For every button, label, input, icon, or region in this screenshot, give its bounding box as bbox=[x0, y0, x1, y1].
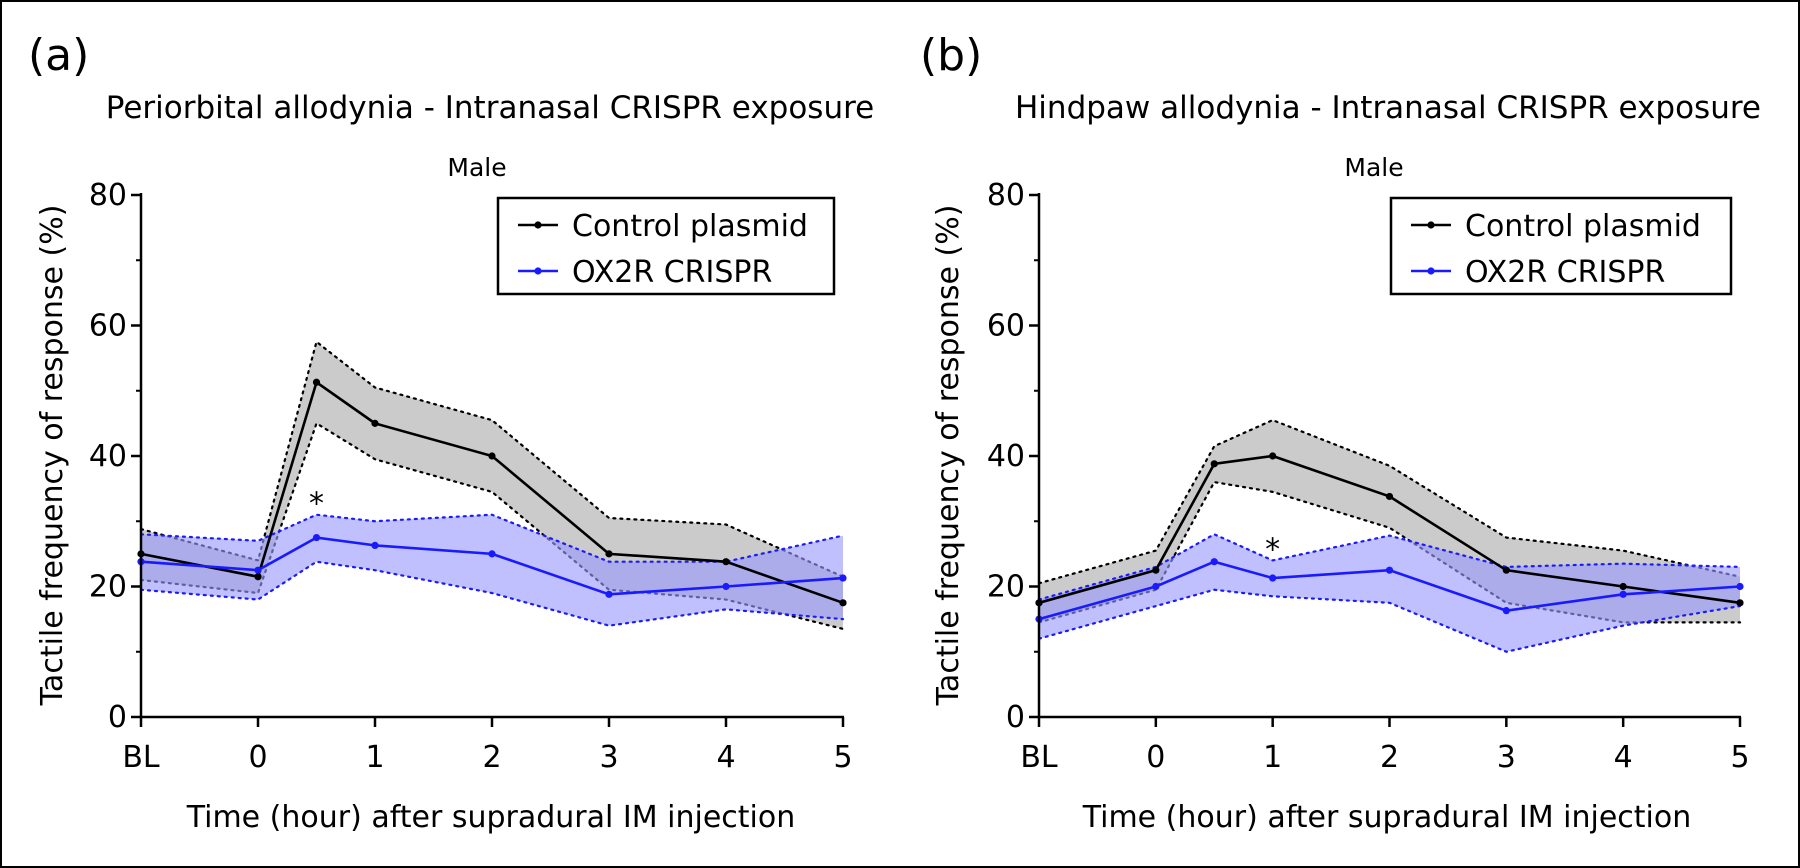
data-point-control-plasmid bbox=[722, 558, 730, 566]
panel-a-label: (a) bbox=[28, 30, 89, 81]
data-point-ox2r-crispr bbox=[1269, 574, 1277, 582]
x-tick-label: BL bbox=[1020, 740, 1058, 775]
data-point-ox2r-crispr bbox=[312, 533, 321, 542]
panel-a-annotations: * bbox=[309, 487, 324, 522]
legend-marker-ox2r-crispr bbox=[1427, 267, 1435, 275]
data-point-control-plasmid bbox=[839, 599, 847, 607]
data-point-control-plasmid bbox=[1269, 452, 1277, 460]
y-tick-label: 80 bbox=[987, 178, 1025, 213]
y-tick-label: 0 bbox=[108, 700, 127, 735]
y-tick-label: 0 bbox=[1006, 700, 1025, 735]
band-upper-control-plasmid bbox=[139, 339, 845, 578]
data-point-ox2r-crispr bbox=[839, 574, 847, 582]
significance-marker: * bbox=[309, 487, 324, 522]
data-point-control-plasmid bbox=[488, 452, 496, 460]
panel-a-subtitle: Male bbox=[447, 153, 506, 182]
legend-marker-control-plasmid bbox=[534, 221, 542, 229]
panel-a-y-axis-label: Tactile frequency of response (%) bbox=[35, 205, 70, 707]
panel-a: (a) Periorbital allodynia - Intranasal C… bbox=[28, 30, 874, 835]
y-tick-label: 80 bbox=[89, 178, 127, 213]
data-point-ox2r-crispr bbox=[722, 582, 730, 591]
legend-label-ox2r-crispr: OX2R CRISPR bbox=[1465, 255, 1665, 290]
panel-b-annotations: * bbox=[1265, 532, 1280, 567]
x-tick-label: 0 bbox=[1146, 740, 1165, 775]
series-line-control-plasmid bbox=[1038, 454, 1741, 605]
legend-label-control-plasmid: Control plasmid bbox=[1465, 209, 1701, 244]
x-tick-label: 1 bbox=[1263, 740, 1282, 775]
data-point-ox2r-crispr bbox=[1736, 582, 1744, 591]
y-tick-label: 20 bbox=[89, 570, 127, 605]
x-tick-label: 3 bbox=[599, 740, 618, 775]
x-tick-label: 5 bbox=[1730, 740, 1749, 775]
panel-b-axes: 0 20 40 60 80 BL 0 1 2 3 4 5 bbox=[987, 178, 1750, 775]
data-point-control-plasmid bbox=[371, 419, 379, 427]
data-point-ox2r-crispr bbox=[371, 541, 379, 549]
significance-marker: * bbox=[1265, 532, 1280, 567]
band-lower-ox2r-crispr bbox=[139, 560, 845, 627]
series-line-ox2r-crispr bbox=[1038, 560, 1741, 621]
y-tick-label: 20 bbox=[987, 570, 1025, 605]
data-point-ox2r-crispr bbox=[1210, 558, 1218, 566]
panel-b: (b) Hindpaw allodynia - Intranasal CRISP… bbox=[920, 30, 1761, 835]
x-tick-label: 0 bbox=[248, 740, 267, 775]
data-point-ox2r-crispr bbox=[254, 566, 262, 574]
data-point-control-plasmid bbox=[312, 378, 321, 386]
data-point-control-plasmid bbox=[1619, 582, 1627, 591]
data-point-control-plasmid bbox=[1210, 460, 1218, 468]
data-point-control-plasmid bbox=[1502, 566, 1510, 574]
data-point-ox2r-crispr bbox=[488, 550, 496, 558]
y-tick-label: 60 bbox=[987, 309, 1025, 344]
legend-label-control-plasmid: Control plasmid bbox=[572, 209, 808, 244]
panel-b-y-axis-label: Tactile frequency of response (%) bbox=[931, 205, 966, 707]
legend-marker-control-plasmid bbox=[1427, 221, 1435, 229]
y-tick-label: 60 bbox=[89, 309, 127, 344]
series-line-ox2r-crispr bbox=[140, 536, 844, 596]
panel-b-x-axis-label: Time (hour) after supradural IM injectio… bbox=[1082, 800, 1692, 835]
y-tick-label: 40 bbox=[987, 439, 1025, 474]
data-point-ox2r-crispr bbox=[1385, 566, 1394, 574]
series-line-control-plasmid bbox=[140, 380, 844, 605]
data-point-ox2r-crispr bbox=[1619, 590, 1627, 598]
legend-box bbox=[496, 196, 836, 296]
panel-b-lines bbox=[1035, 452, 1744, 623]
x-tick-label: 3 bbox=[1497, 740, 1516, 775]
data-point-ox2r-crispr bbox=[1152, 582, 1160, 591]
band-upper-control-plasmid bbox=[1037, 418, 1742, 585]
band-upper-ox2r-crispr bbox=[1037, 533, 1742, 601]
x-tick-label: 5 bbox=[833, 740, 852, 775]
x-tick-label: 1 bbox=[365, 740, 384, 775]
data-point-control-plasmid bbox=[1385, 492, 1394, 501]
data-point-ox2r-crispr bbox=[605, 590, 613, 598]
panel-a-title: Periorbital allodynia - Intranasal CRISP… bbox=[106, 90, 875, 126]
legend-marker-ox2r-crispr bbox=[534, 267, 542, 275]
panel-b-label: (b) bbox=[920, 30, 982, 81]
x-tick-label: 2 bbox=[1380, 740, 1399, 775]
x-tick-label: 4 bbox=[716, 740, 735, 775]
band-ox2r-crispr bbox=[141, 514, 843, 626]
data-point-control-plasmid bbox=[1736, 599, 1744, 607]
y-tick-label: 40 bbox=[89, 439, 127, 474]
x-tick-label: 4 bbox=[1614, 740, 1633, 775]
panel-a-lines bbox=[137, 378, 847, 607]
panel-a-x-axis-label: Time (hour) after supradural IM injectio… bbox=[186, 800, 796, 835]
x-tick-label: 2 bbox=[482, 740, 501, 775]
band-upper-ox2r-crispr bbox=[139, 513, 845, 563]
panel-b-subtitle: Male bbox=[1344, 153, 1403, 182]
panel-b-legend: Control plasmid OX2R CRISPR bbox=[1389, 196, 1733, 296]
x-tick-label: BL bbox=[122, 740, 160, 775]
data-point-ox2r-crispr bbox=[1502, 607, 1510, 615]
data-point-control-plasmid bbox=[254, 573, 262, 581]
data-point-control-plasmid bbox=[605, 550, 613, 558]
panel-a-legend: Control plasmid OX2R CRISPR bbox=[496, 196, 836, 296]
legend-box bbox=[1389, 196, 1733, 296]
panel-b-title: Hindpaw allodynia - Intranasal CRISPR ex… bbox=[1015, 90, 1761, 126]
legend-label-ox2r-crispr: OX2R CRISPR bbox=[572, 255, 772, 290]
data-point-control-plasmid bbox=[1152, 566, 1160, 574]
panel-a-axes: 0 20 40 60 80 BL 0 1 2 3 4 5 bbox=[89, 178, 853, 775]
